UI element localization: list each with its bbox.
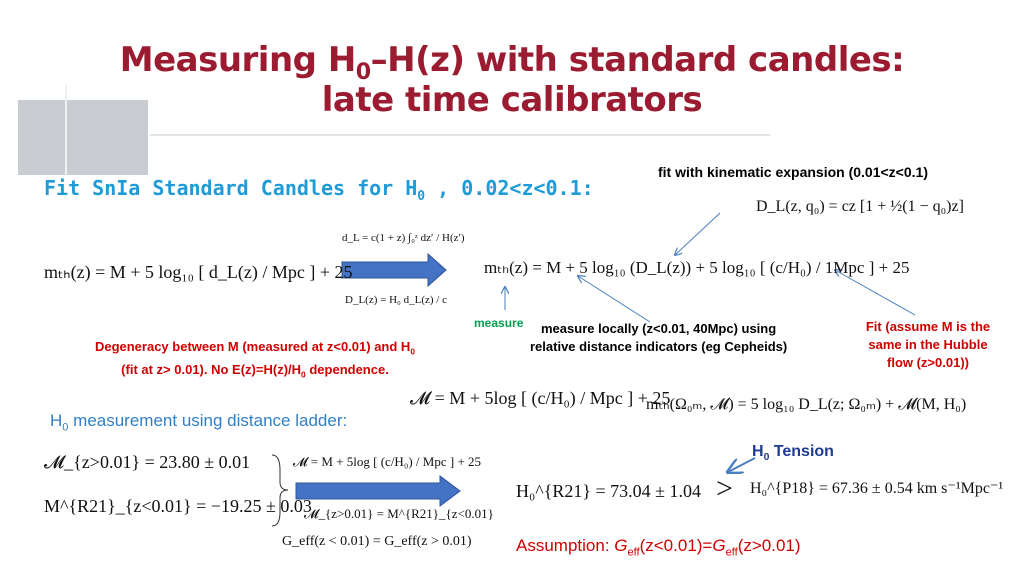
equation: mₜₕ(Ω₀ₘ, 𝓜) = 5 log₁₀ D_L(z; Ω₀ₘ) + 𝓜(M,… xyxy=(646,396,967,413)
text: (assume M is the xyxy=(881,319,991,334)
subscript: 0 xyxy=(301,369,306,380)
fit-heading: Fit SnIa Standard Candles for H0 , 0.02<… xyxy=(44,176,594,204)
degeneracy-note: Degeneracy between M (measured at z<0.01… xyxy=(40,338,470,383)
assumption: Assumption: Geff(z<0.01)=Geff(z>0.01) xyxy=(516,536,801,558)
text: Degeneracy between M (measured at z<0.01… xyxy=(94,339,411,354)
equation: d_L = c(1 + z) ∫₀ᶻ dz′ / H(z′) xyxy=(342,232,465,244)
text: same in the Hubble xyxy=(868,337,988,352)
text: Assumption: xyxy=(516,536,615,555)
text: (z<0.01)= xyxy=(639,536,713,555)
equation: 𝓜_{z>0.01} = 23.80 ± 0.01 xyxy=(44,452,251,472)
equation: H₀^{R21} = 73.04 ± 1.04 xyxy=(516,481,702,501)
text: G xyxy=(614,536,628,555)
pointer xyxy=(578,276,651,323)
text: Tension xyxy=(769,443,834,460)
pointer xyxy=(728,457,756,472)
subscript: 0 xyxy=(410,346,416,357)
title-line-2: late time calibrators xyxy=(321,80,703,120)
equation: D_L(z, q₀) = cz [1 + ½(1 − q₀)z] xyxy=(756,198,964,215)
pointer xyxy=(835,270,916,316)
ladder-heading: H0 measurement using distance ladder: xyxy=(50,411,347,433)
equation: 𝓜 = M + 5log [ (c/H₀) / Mpc ] + 25 xyxy=(410,388,671,408)
equation: G_eff(z < 0.01) = G_eff(z > 0.01) xyxy=(282,534,472,549)
subscript: 0 xyxy=(763,452,770,464)
comparison: > xyxy=(716,472,733,505)
text: G xyxy=(712,536,726,555)
title-text: Measuring H xyxy=(119,40,357,80)
pointer xyxy=(675,212,721,255)
arrow xyxy=(341,252,447,288)
equation: H₀^{P18} = 67.36 ± 0.54 km s⁻¹Mpc⁻¹ xyxy=(750,480,1004,497)
tension-label: H0 Tension xyxy=(752,443,834,463)
text: measure locally (z<0.01, 40Mpc) using xyxy=(541,321,777,336)
subscript: 0 xyxy=(355,58,371,85)
measure-note: measure locally (z<0.01, 40Mpc) using rel… xyxy=(530,320,787,356)
text: Fit xyxy=(865,319,882,334)
equation: 𝓜 = M + 5log [ (c/H₀) / Mpc ] + 25 xyxy=(293,454,482,469)
arrow xyxy=(295,475,461,507)
text: H xyxy=(50,411,63,430)
fit-note: Fit (assume M is the same in the Hubble fl… xyxy=(848,318,1008,372)
text: dependence. xyxy=(305,361,389,377)
equation: mₜₕ(z) = M + 5 log₁₀ [ d_L(z) / Mpc ] + … xyxy=(44,262,353,282)
text: , 0.02<z<0.1: xyxy=(425,176,594,200)
text: flow (z>0.01)) xyxy=(887,355,969,370)
header-image xyxy=(18,100,148,175)
subscript: 0 xyxy=(62,421,69,434)
brace xyxy=(271,454,289,527)
measure-label: measure xyxy=(474,316,524,330)
text: (z>0.01) xyxy=(737,536,801,555)
text: measurement using distance ladder: xyxy=(68,411,348,430)
text: relative distance indicators (eg Cepheid… xyxy=(530,339,788,354)
equation: M^{R21}_{z<0.01} = −19.25 ± 0.03 xyxy=(44,496,312,516)
text: H xyxy=(752,443,764,460)
kinematic-note: fit with kinematic expansion (0.01<z<0.1… xyxy=(658,164,928,180)
subscript: eff xyxy=(725,546,738,559)
subscript: 0 xyxy=(417,189,426,204)
equation: D_L(z) = H₀ d_L(z) / c xyxy=(345,294,447,306)
text: (fit at z> 0.01). No E(z)=H(z)/H xyxy=(121,361,302,377)
equation: 𝓜_{z>0.01} = M^{R21}_{z<0.01} xyxy=(304,506,494,521)
subscript: eff xyxy=(627,546,640,559)
text: Fit SnIa Standard Candles for H xyxy=(44,176,418,200)
title-line-1: Measuring H0–H(z) with standard candles: xyxy=(0,40,1024,85)
title-text: –H(z) with standard candles: xyxy=(370,40,905,80)
equation: mₜₕ(z) = M + 5 log₁₀ (D_L(z)) + 5 log₁₀ … xyxy=(484,258,910,277)
